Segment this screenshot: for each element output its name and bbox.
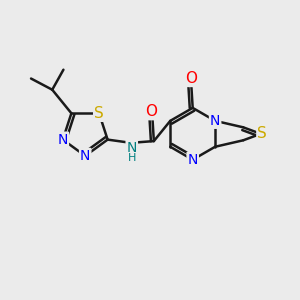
Text: H: H — [128, 153, 136, 163]
Text: N: N — [127, 141, 137, 155]
Text: S: S — [257, 126, 267, 141]
Text: N: N — [188, 153, 198, 167]
Text: O: O — [185, 71, 197, 86]
Text: S: S — [94, 106, 104, 121]
Text: N: N — [210, 114, 220, 128]
Text: O: O — [145, 104, 157, 119]
Text: N: N — [80, 149, 90, 163]
Text: N: N — [58, 133, 68, 147]
